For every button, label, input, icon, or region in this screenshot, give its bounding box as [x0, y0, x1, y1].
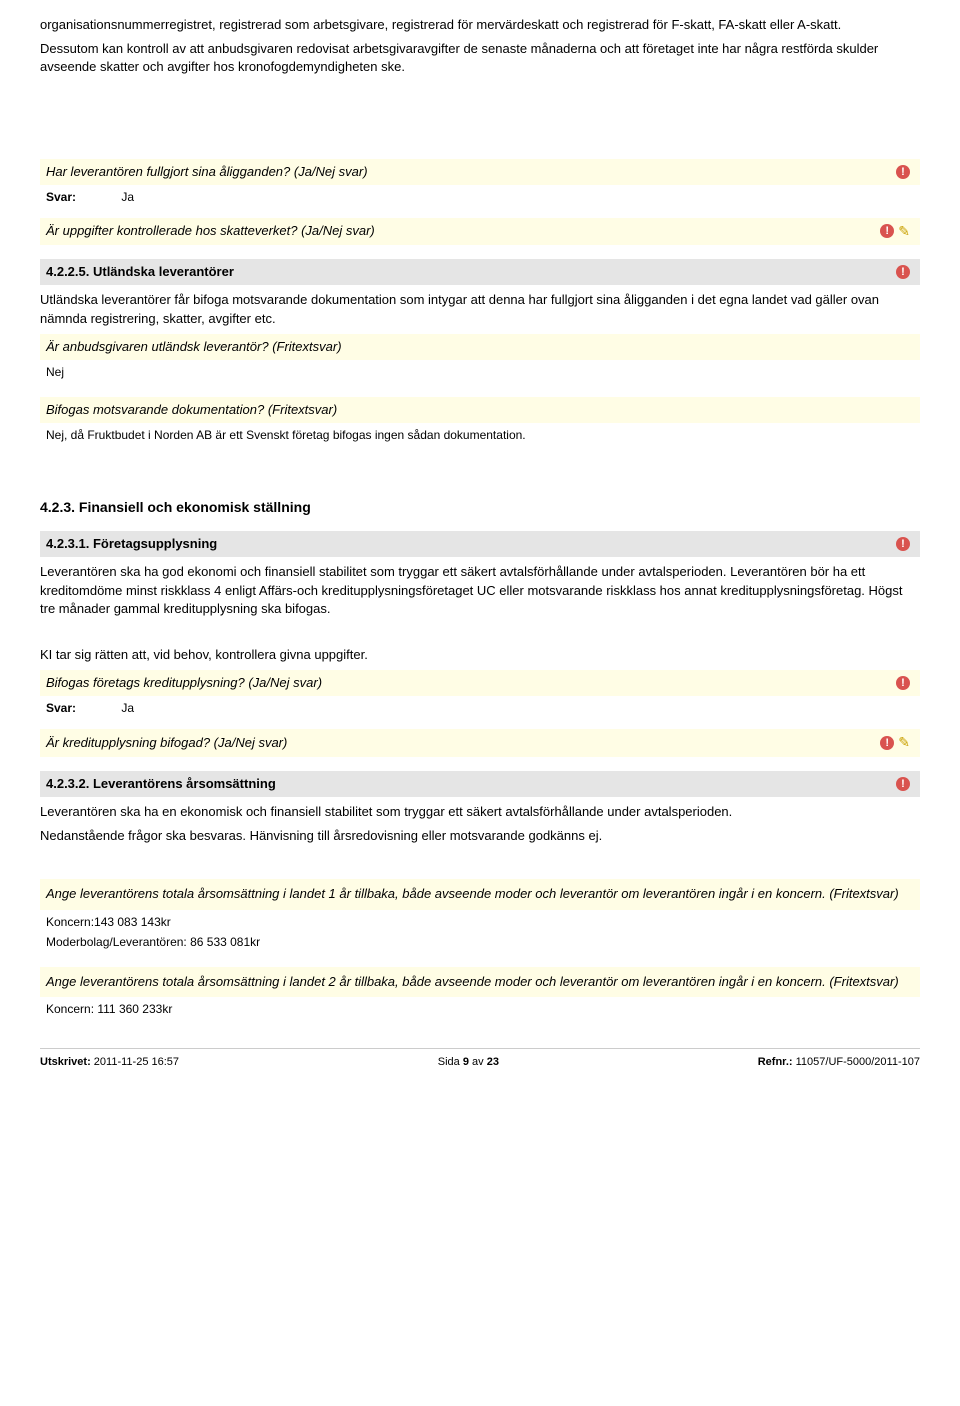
- free-answer: Nej: [40, 362, 920, 391]
- footer-page-total: 23: [487, 1056, 499, 1068]
- section-body: Leverantören ska ha en ekonomisk och fin…: [40, 803, 920, 821]
- footer-printed-value: 2011-11-25 16:57: [91, 1056, 179, 1068]
- answer-label: Svar:: [46, 700, 118, 717]
- section-body: Leverantören ska ha god ekonomi och fina…: [40, 563, 920, 618]
- intro-p1: organisationsnummerregistret, registrera…: [40, 16, 920, 34]
- free-answer: Nej, då Fruktbudet i Norden AB är ett Sv…: [40, 425, 920, 454]
- answer-value: Ja: [121, 701, 134, 715]
- question-text: Är anbudsgivaren utländsk leverantör? (F…: [46, 338, 914, 356]
- footer-page: Sida 9 av 23: [438, 1055, 499, 1070]
- pencil-icon: ✎: [898, 733, 910, 753]
- question-row: Bifogas motsvarande dokumentation? (Frit…: [40, 397, 920, 423]
- heading-text: 4.2.3.2. Leverantörens årsomsättning: [46, 775, 896, 793]
- row-icons: !: [896, 165, 914, 179]
- question-row: Är anbudsgivaren utländsk leverantör? (F…: [40, 334, 920, 360]
- alert-icon: !: [880, 736, 894, 750]
- top-heading: 4.2.3. Finansiell och ekonomisk ställnin…: [40, 498, 920, 518]
- heading-text: 4.2.3.1. Företagsupplysning: [46, 535, 896, 553]
- row-icons: ! ✎: [880, 733, 914, 753]
- alert-icon: !: [896, 165, 910, 179]
- section-heading: 4.2.3.1. Företagsupplysning !: [40, 531, 920, 557]
- question-text: Bifogas motsvarande dokumentation? (Frit…: [46, 401, 914, 419]
- row-icons: ! ✎: [880, 222, 914, 242]
- row-icons: !: [896, 676, 914, 690]
- section-heading: 4.2.3.2. Leverantörens årsomsättning !: [40, 771, 920, 797]
- footer-printed-label: Utskrivet:: [40, 1056, 91, 1068]
- row-icons: !: [896, 777, 914, 791]
- question-row: Bifogas företags kreditupplysning? (Ja/N…: [40, 670, 920, 696]
- section-body: Nedanstående frågor ska besvaras. Hänvis…: [40, 827, 920, 845]
- question-text: Är kreditupplysning bifogad? (Ja/Nej sva…: [46, 734, 880, 752]
- question-row: Har leverantören fullgjort sina åliggand…: [40, 159, 920, 185]
- alert-icon: !: [896, 676, 910, 690]
- section-heading: 4.2.2.5. Utländska leverantörer !: [40, 259, 920, 285]
- row-icons: !: [896, 537, 914, 551]
- footer-ref: Refnr.: 11057/UF-5000/2011-107: [758, 1055, 920, 1070]
- spacer: [40, 851, 920, 873]
- alert-icon: !: [880, 224, 894, 238]
- question-text: Ange leverantörens totala årsomsättning …: [46, 885, 914, 903]
- question-row: Är kreditupplysning bifogad? (Ja/Nej sva…: [40, 729, 920, 757]
- heading-text: 4.2.2.5. Utländska leverantörer: [46, 263, 896, 281]
- question-row: Ange leverantörens totala årsomsättning …: [40, 879, 920, 909]
- footer-ref-label: Refnr.:: [758, 1056, 793, 1068]
- alert-icon: !: [896, 265, 910, 279]
- spacer: [40, 624, 920, 646]
- question-row: Är uppgifter kontrollerade hos skattever…: [40, 218, 920, 246]
- answer-row: Svar: Ja: [40, 698, 920, 723]
- spacer: [40, 83, 920, 153]
- footer-page-of: av: [469, 1056, 487, 1068]
- page: organisationsnummerregistret, registrera…: [0, 0, 960, 1087]
- spacer: [40, 454, 920, 476]
- answer-value: Ja: [121, 190, 134, 204]
- question-row: Ange leverantörens totala årsomsättning …: [40, 967, 920, 997]
- row-icons: !: [896, 265, 914, 279]
- free-answer: Koncern: 111 360 233kr: [40, 999, 920, 1028]
- footer-ref-value: 11057/UF-5000/2011-107: [793, 1056, 920, 1068]
- question-text: Är uppgifter kontrollerade hos skattever…: [46, 222, 880, 240]
- page-footer: Utskrivet: 2011-11-25 16:57 Sida 9 av 23…: [40, 1048, 920, 1070]
- free-answer: Koncern:143 083 143kr: [40, 912, 920, 933]
- footer-page-label: Sida: [438, 1056, 463, 1068]
- section-body: Utländska leverantörer får bifoga motsva…: [40, 291, 920, 327]
- alert-icon: !: [896, 777, 910, 791]
- intro-p2: Dessutom kan kontroll av att anbudsgivar…: [40, 40, 920, 76]
- footer-printed: Utskrivet: 2011-11-25 16:57: [40, 1055, 179, 1070]
- question-text: Ange leverantörens totala årsomsättning …: [46, 973, 914, 991]
- pencil-icon: ✎: [898, 222, 910, 242]
- free-answer: Moderbolag/Leverantören: 86 533 081kr: [40, 932, 920, 961]
- question-text: Bifogas företags kreditupplysning? (Ja/N…: [46, 674, 896, 692]
- question-text: Har leverantören fullgjort sina åliggand…: [46, 163, 896, 181]
- answer-label: Svar:: [46, 189, 118, 206]
- alert-icon: !: [896, 537, 910, 551]
- section-body: KI tar sig rätten att, vid behov, kontro…: [40, 646, 920, 664]
- answer-row: Svar: Ja: [40, 187, 920, 212]
